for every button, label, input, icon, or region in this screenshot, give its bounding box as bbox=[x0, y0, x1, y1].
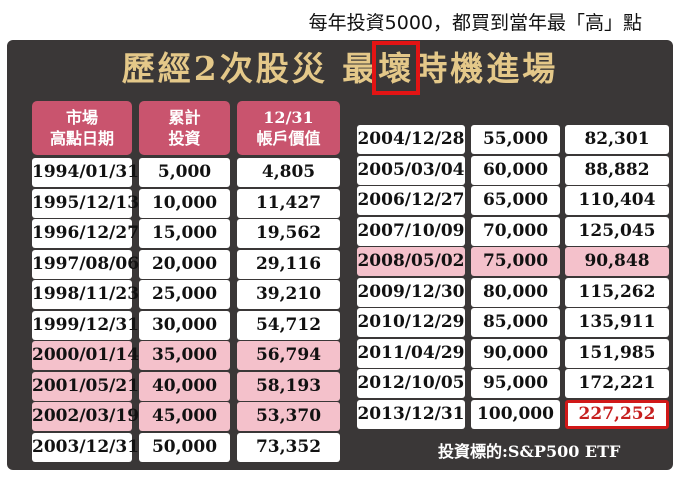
right-row-6-value: 135,911 bbox=[565, 308, 669, 337]
header-date-text: 市場 高點日期 bbox=[49, 108, 114, 148]
left-row-7-invest: 40,000 bbox=[139, 371, 230, 401]
left-row-1-date: 1995/12/13 bbox=[32, 188, 139, 218]
headline: 歷經2次股災 最壞時機進場 bbox=[121, 49, 559, 88]
right-row-2-date: 2006/12/27 bbox=[357, 186, 465, 215]
left-row-8-invest: 45,000 bbox=[139, 402, 230, 431]
header-invest-text: 累計 投資 bbox=[168, 108, 201, 148]
left-row-2-value: 19,562 bbox=[237, 219, 340, 248]
left-row-9-invest: 50,000 bbox=[139, 432, 230, 462]
left-row-9-date: 2003/12/31 bbox=[32, 432, 139, 462]
right-row-0-value: 82,301 bbox=[565, 125, 669, 154]
right-row-8-invest: 95,000 bbox=[471, 369, 560, 398]
left-row-4-invest: 25,000 bbox=[139, 280, 230, 309]
right-row-8-date: 2012/10/05 bbox=[357, 369, 465, 398]
left-row-5-value: 54,712 bbox=[237, 310, 340, 340]
right-row-3-invest: 70,000 bbox=[471, 216, 560, 246]
left-row-6-value: 56,794 bbox=[237, 341, 340, 370]
right-row-1-invest: 60,000 bbox=[471, 155, 560, 185]
left-row-5-invest: 30,000 bbox=[139, 310, 230, 340]
right-row-9-invest: 100,000 bbox=[471, 399, 560, 429]
right-row-3-value: 125,045 bbox=[565, 216, 669, 246]
left-row-1-invest: 10,000 bbox=[139, 188, 230, 218]
right-row-9-value: 227,252 bbox=[565, 399, 669, 429]
right-row-5-value: 115,262 bbox=[565, 277, 669, 307]
left-row-2-invest: 15,000 bbox=[139, 219, 230, 248]
right-row-6-date: 2010/12/29 bbox=[357, 308, 465, 337]
left-row-6-date: 2000/01/14 bbox=[32, 341, 139, 370]
left-row-0-value: 4,805 bbox=[237, 158, 340, 187]
headline-highlight-box bbox=[372, 41, 420, 95]
left-row-2-date: 1996/12/27 bbox=[32, 219, 139, 248]
left-row-0-invest: 5,000 bbox=[139, 158, 230, 187]
left-row-8-value: 53,370 bbox=[237, 402, 340, 431]
right-row-7-invest: 90,000 bbox=[471, 338, 560, 368]
right-row-3-date: 2007/10/09 bbox=[357, 216, 465, 246]
right-row-1-date: 2005/03/04 bbox=[357, 155, 465, 185]
caption-text: 每年投資5000，都買到當年最「高」點 bbox=[308, 12, 642, 34]
right-row-5-date: 2009/12/30 bbox=[357, 277, 465, 307]
left-row-4-date: 1998/11/23 bbox=[32, 280, 139, 309]
right-row-9-date: 2013/12/31 bbox=[357, 399, 465, 429]
left-row-4-value: 39,210 bbox=[237, 280, 340, 309]
left-row-9-value: 73,352 bbox=[237, 432, 340, 462]
left-row-0-date: 1994/01/31 bbox=[32, 158, 139, 187]
left-row-8-date: 2002/03/19 bbox=[32, 402, 139, 431]
left-row-5-date: 1999/12/31 bbox=[32, 310, 139, 340]
left-row-1-value: 11,427 bbox=[237, 188, 340, 218]
left-row-3-date: 1997/08/06 bbox=[32, 249, 139, 279]
header-invest: 累計 投資 bbox=[139, 101, 230, 155]
right-row-2-invest: 65,000 bbox=[471, 186, 560, 215]
right-row-6-invest: 85,000 bbox=[471, 308, 560, 337]
right-row-4-date: 2008/05/02 bbox=[357, 247, 465, 276]
left-row-7-date: 2001/05/21 bbox=[32, 371, 139, 401]
left-row-6-invest: 35,000 bbox=[139, 341, 230, 370]
left-row-7-value: 58,193 bbox=[237, 371, 340, 401]
right-row-0-invest: 55,000 bbox=[471, 125, 560, 154]
left-row-3-value: 29,116 bbox=[237, 249, 340, 279]
header-value: 12/31 帳戶價值 bbox=[237, 101, 340, 155]
header-value-text: 12/31 帳戶價值 bbox=[256, 108, 321, 148]
right-row-0-date: 2004/12/28 bbox=[357, 125, 465, 154]
right-row-8-value: 172,221 bbox=[565, 369, 669, 398]
right-row-4-invest: 75,000 bbox=[471, 247, 560, 276]
right-row-5-invest: 80,000 bbox=[471, 277, 560, 307]
header-date: 市場 高點日期 bbox=[32, 101, 132, 155]
caption: 每年投資5000，都買到當年最「高」點 bbox=[0, 8, 688, 34]
right-row-4-value: 90,848 bbox=[565, 247, 669, 276]
right-row-2-value: 110,404 bbox=[565, 186, 669, 215]
right-row-1-value: 88,882 bbox=[565, 155, 669, 185]
right-row-7-date: 2011/04/29 bbox=[357, 338, 465, 368]
left-row-3-invest: 20,000 bbox=[139, 249, 230, 279]
footer: 投資標的:S&P500 ETF bbox=[438, 442, 621, 461]
right-row-7-value: 151,985 bbox=[565, 338, 669, 368]
